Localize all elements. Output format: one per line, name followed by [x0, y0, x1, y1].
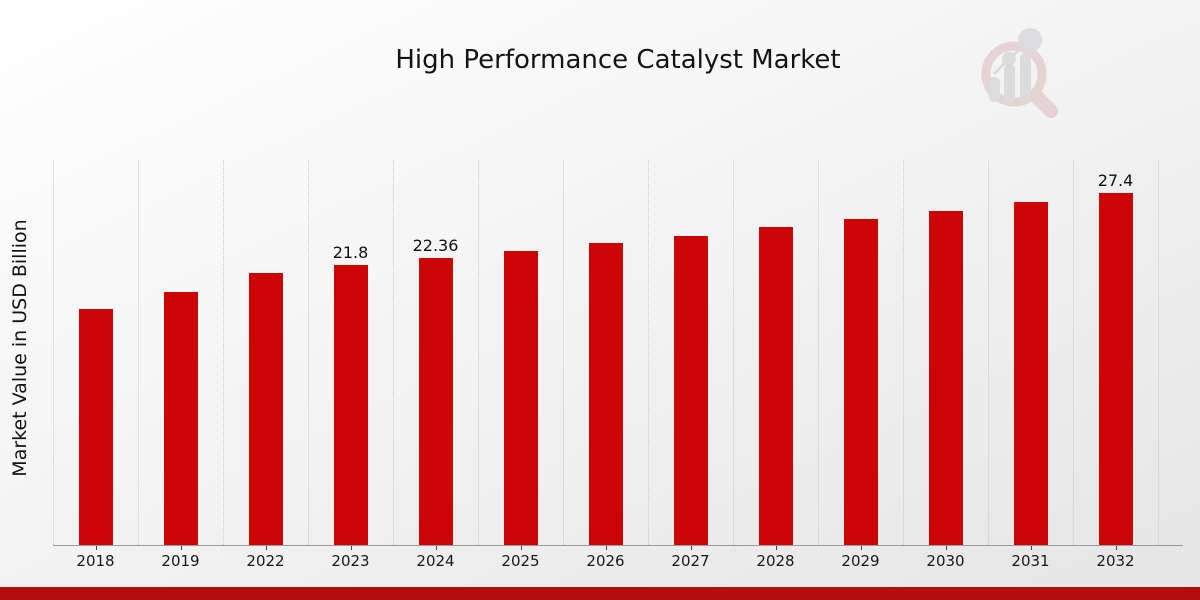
chart-title: High Performance Catalyst Market [395, 45, 841, 75]
x-axis-tick [95, 545, 97, 550]
x-axis-tick [605, 545, 607, 550]
x-tick-label-2022: 2022 [246, 552, 285, 570]
bar-2024 [418, 258, 453, 545]
bar-2030 [928, 211, 963, 545]
bar-2026 [588, 243, 623, 545]
bar-2028 [758, 226, 793, 545]
gridline [53, 160, 54, 545]
x-tick-label-2029: 2029 [841, 552, 880, 570]
gridline [563, 160, 564, 545]
bar-2031 [1013, 202, 1048, 545]
bar-2019 [163, 292, 198, 545]
x-tick-label-2030: 2030 [926, 552, 965, 570]
gridline [393, 160, 394, 545]
x-axis-tick [435, 545, 437, 550]
bar-2022 [248, 272, 283, 545]
x-axis-tick [1115, 545, 1117, 550]
gridline [903, 160, 904, 545]
plot-area: 2018 2019 2022 21.8 2023 22.36 2024 2025 2026 202… [53, 160, 1159, 570]
x-tick-label-2028: 2028 [756, 552, 795, 570]
bar-value-label-2032: 27.4 [1097, 171, 1134, 191]
bar-value-label-2023: 21.8 [332, 243, 369, 263]
y-axis-label: Market Value in USD Billion [9, 219, 31, 477]
x-tick-label-2025: 2025 [501, 552, 540, 570]
gridline [1158, 160, 1159, 545]
gridline [478, 160, 479, 545]
bar-2032 [1098, 193, 1133, 545]
gridline [308, 160, 309, 545]
x-axis-tick [265, 545, 267, 550]
x-axis-line [53, 545, 1183, 546]
x-tick-label-2026: 2026 [586, 552, 625, 570]
bar-2023 [333, 265, 368, 545]
x-axis-tick [775, 545, 777, 550]
gridline [988, 160, 989, 545]
magnifier-bar-chart-logo-watermark [981, 28, 1058, 118]
x-tick-label-2023: 2023 [331, 552, 370, 570]
gridline [648, 160, 649, 545]
x-tick-label-2019: 2019 [161, 552, 200, 570]
bar-2018 [78, 308, 113, 545]
x-tick-label-2032: 2032 [1096, 552, 1135, 570]
x-tick-label-2024: 2024 [416, 552, 455, 570]
x-tick-label-2031: 2031 [1011, 552, 1050, 570]
x-tick-label-2018: 2018 [76, 552, 115, 570]
bar-value-label-2024: 22.36 [412, 236, 459, 256]
gridline [138, 160, 139, 545]
x-axis-tick [690, 545, 692, 550]
x-axis-tick [860, 545, 862, 550]
x-axis-tick [945, 545, 947, 550]
x-axis-tick [180, 545, 182, 550]
bar-2025 [503, 251, 538, 545]
bar-2027 [673, 235, 708, 545]
bar-2029 [843, 219, 878, 545]
x-tick-label-2027: 2027 [671, 552, 710, 570]
x-axis-tick [520, 545, 522, 550]
gridline [223, 160, 224, 545]
x-axis-tick [1030, 545, 1032, 550]
gridline [733, 160, 734, 545]
x-axis-tick [350, 545, 352, 550]
gridline [1073, 160, 1074, 545]
footer-accent-bar [0, 587, 1200, 600]
gridline [818, 160, 819, 545]
